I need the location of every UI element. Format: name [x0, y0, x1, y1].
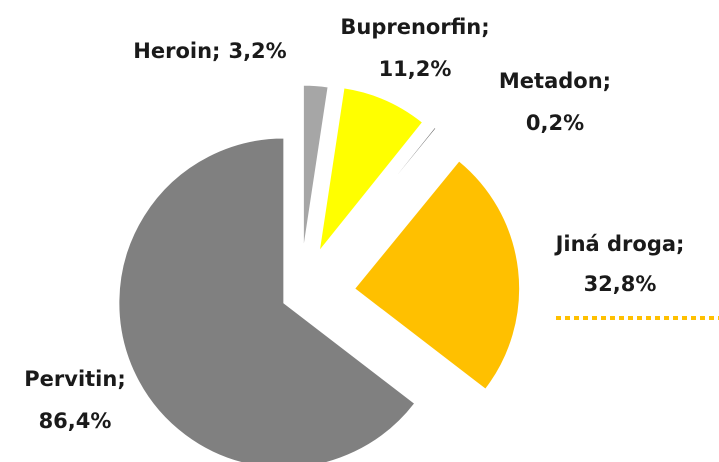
category-label: Pervitin;: [24, 367, 125, 391]
category-label: Metadon;: [499, 69, 611, 93]
value-label: 11,2%: [379, 57, 452, 81]
pie-slice: [118, 137, 416, 462]
value-label: 3,2%: [228, 39, 286, 63]
category-label: Buprenorfin;: [340, 15, 489, 39]
category-label: Heroin;: [133, 39, 220, 63]
pie-slice: [331, 126, 437, 257]
category-label: Jiná droga;: [554, 232, 685, 256]
pie-slice: [353, 160, 521, 390]
value-label: 32,8%: [584, 272, 657, 296]
data-label: Heroin; 3,2%: [133, 39, 286, 63]
pie-slice: [318, 87, 424, 253]
value-label: 86,4%: [39, 409, 112, 433]
pie-slice: [302, 84, 329, 251]
value-label: 0,2%: [526, 111, 584, 135]
